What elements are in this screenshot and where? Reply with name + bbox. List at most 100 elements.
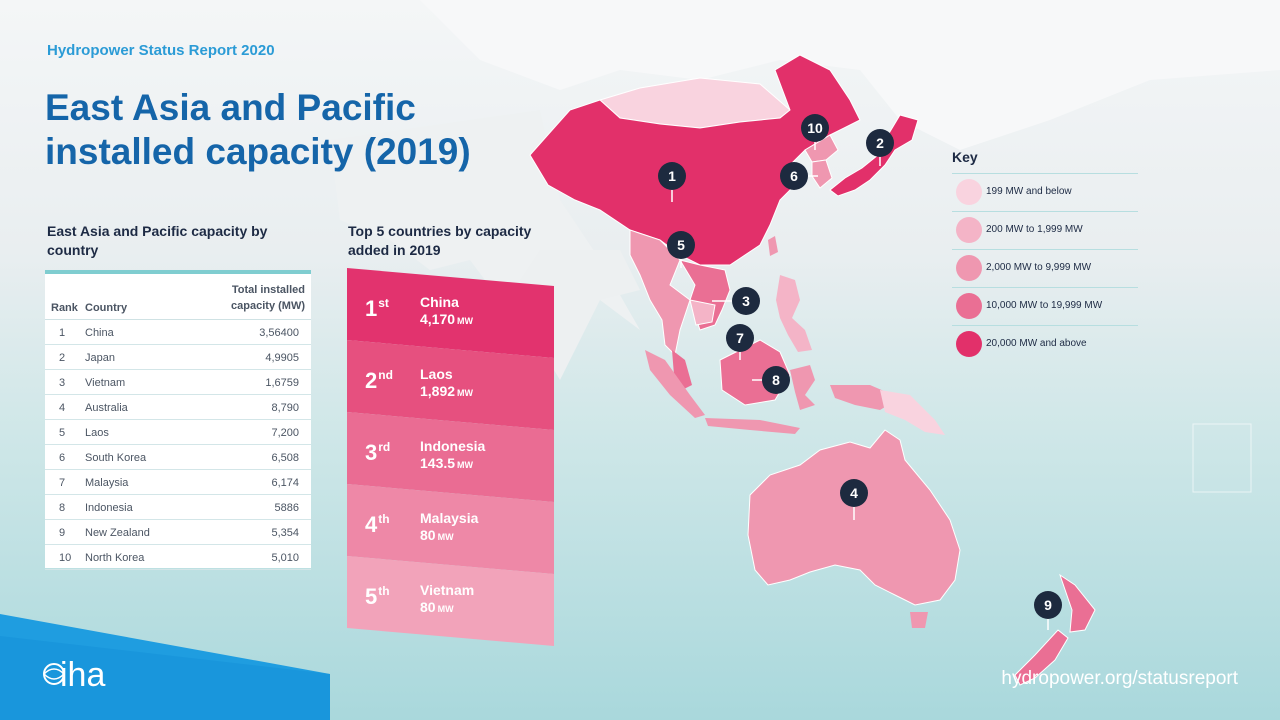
table-cell-rank: 5 xyxy=(59,427,66,439)
land-russia xyxy=(420,0,1280,150)
table-cell-rank: 10 xyxy=(59,552,72,564)
key-label: 10,000 MW to 19,999 MW xyxy=(986,300,1103,311)
table-cell-rank: 4 xyxy=(59,402,66,414)
table-cell-rank: 7 xyxy=(59,477,66,489)
table-cell-country: Indonesia xyxy=(85,502,133,514)
land-laos-vietnam xyxy=(678,259,731,331)
key-swatch xyxy=(956,293,982,319)
column-header-capacity: Total installed capacity (MW) xyxy=(231,284,305,312)
marker-label: 10 xyxy=(807,120,823,136)
top5-band xyxy=(347,268,554,358)
marker-label: 4 xyxy=(850,485,858,501)
top5-ordinal: 4th xyxy=(365,512,390,537)
top5-item: 5th Vietnam 80 MW xyxy=(347,564,554,634)
top5-ordinal: 5th xyxy=(365,584,390,609)
top5-ribbon xyxy=(347,268,554,646)
key-item: 10,000 MW to 19,999 MW xyxy=(952,287,1138,325)
table-row: 2 Japan 4,9905 xyxy=(45,345,311,370)
key-label: 20,000 MW and above xyxy=(986,338,1087,349)
table-cell-capacity: 6,174 xyxy=(271,477,299,489)
table-cell-country: Laos xyxy=(85,427,109,439)
capacity-table: Rank Country Total installed capacity (M… xyxy=(45,270,311,570)
iha-logo-text: iha xyxy=(60,656,106,694)
marker-label: 1 xyxy=(668,168,676,184)
table-cell-country: New Zealand xyxy=(85,527,150,539)
map-key: Key 199 MW and below 200 MW to 1,999 MW 2,… xyxy=(952,149,1138,363)
land-sumatra xyxy=(645,350,705,418)
pacific-inset-box xyxy=(1192,423,1252,493)
land-taiwan xyxy=(768,236,778,256)
top5-country: Indonesia xyxy=(420,438,486,454)
marker-label: 3 xyxy=(742,293,750,309)
table-cell-capacity: 3,56400 xyxy=(259,327,299,339)
top5-band xyxy=(347,556,554,646)
marker-label: 8 xyxy=(772,372,780,388)
report-url[interactable]: hydropower.org/statusreport xyxy=(1001,668,1238,689)
map-marker[interactable]: 5 xyxy=(667,231,695,268)
top5-ordinal: 2nd xyxy=(365,368,393,393)
iha-globe-icon xyxy=(43,663,65,685)
table-row: 9 New Zealand 5,354 xyxy=(45,520,311,545)
key-swatch xyxy=(956,255,982,281)
column-header-rank: Rank xyxy=(51,302,78,314)
marker-label: 9 xyxy=(1044,597,1052,613)
top5-band xyxy=(347,412,554,502)
map-marker[interactable]: 10 xyxy=(801,114,829,150)
land-north-korea xyxy=(804,134,839,163)
map-marker[interactable]: 4 xyxy=(840,479,868,520)
marker-circle xyxy=(667,231,695,259)
land-cambodia xyxy=(689,299,716,326)
top5-band xyxy=(347,484,554,574)
table-cell-country: China xyxy=(85,327,114,339)
key-item: 200 MW to 1,999 MW xyxy=(952,211,1138,249)
map-marker[interactable]: 1 xyxy=(658,162,686,202)
table-cell-country: Vietnam xyxy=(85,377,126,389)
table-cell-capacity: 7,200 xyxy=(271,427,299,439)
marker-label: 6 xyxy=(790,168,798,184)
marker-circle xyxy=(726,324,754,352)
table-cell-capacity: 1,6759 xyxy=(265,377,299,389)
table-row: 4 Australia 8,790 xyxy=(45,395,311,420)
key-swatch xyxy=(956,179,982,205)
table-cell-rank: 9 xyxy=(59,527,66,539)
land-japan xyxy=(829,114,919,197)
marker-label: 2 xyxy=(876,135,884,151)
land-sulawesi xyxy=(790,365,815,410)
marker-circle xyxy=(780,162,808,190)
marker-label: 5 xyxy=(677,237,685,253)
top5-ordinal: 3rd xyxy=(365,440,391,465)
land-new-zealand-south xyxy=(1014,629,1069,686)
top5-value: 143.5 MW xyxy=(420,455,474,471)
table-row: 5 Laos 7,200 xyxy=(45,420,311,445)
table-row: 6 South Korea 6,508 xyxy=(45,445,311,470)
table-header: Rank Country Total installed capacity (M… xyxy=(45,274,311,320)
key-swatch xyxy=(956,331,982,357)
top5-ordinal: 1st xyxy=(365,296,389,321)
top5-country: Laos xyxy=(420,366,453,382)
map-marker[interactable]: 3 xyxy=(712,287,760,315)
table-cell-rank: 6 xyxy=(59,452,66,464)
land-tasmania xyxy=(910,612,928,628)
table-row: 1 China 3,56400 xyxy=(45,320,311,345)
table-cell-capacity: 5,010 xyxy=(271,552,299,564)
key-label: 199 MW and below xyxy=(986,186,1072,197)
land-south-korea xyxy=(811,159,833,189)
table-cell-capacity: 8,790 xyxy=(271,402,299,414)
map-marker[interactable]: 9 xyxy=(1034,591,1062,630)
table-cell-capacity: 4,9905 xyxy=(265,352,299,364)
map-marker[interactable]: 2 xyxy=(866,129,894,166)
top5-value: 4,170 MW xyxy=(420,311,474,327)
land-philippines xyxy=(776,275,812,352)
top5-band xyxy=(347,340,554,430)
table-cell-capacity: 5,354 xyxy=(271,527,299,539)
map-marker[interactable]: 8 xyxy=(752,366,790,394)
top5-value: 1,892 MW xyxy=(420,383,474,399)
key-item: 199 MW and below xyxy=(952,173,1138,211)
map-marker[interactable]: 6 xyxy=(780,162,818,190)
marker-circle xyxy=(840,479,868,507)
table-cell-rank: 2 xyxy=(59,352,66,364)
map-marker[interactable]: 7 xyxy=(726,324,754,360)
top5-country: Malaysia xyxy=(420,510,479,526)
capacity-table-title: East Asia and Pacific capacity by countr… xyxy=(47,223,268,258)
key-label: 200 MW to 1,999 MW xyxy=(986,224,1083,235)
